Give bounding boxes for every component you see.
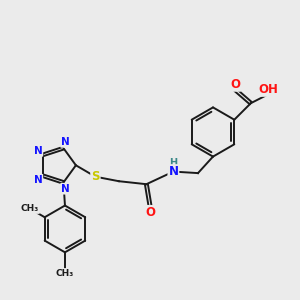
Text: N: N xyxy=(168,165,178,178)
Text: N: N xyxy=(34,146,42,156)
Text: CH₃: CH₃ xyxy=(21,204,39,213)
Text: S: S xyxy=(91,170,100,183)
Text: O: O xyxy=(145,206,155,219)
Text: H: H xyxy=(169,158,177,168)
Text: CH₃: CH₃ xyxy=(56,269,74,278)
Text: OH: OH xyxy=(259,83,279,96)
Text: O: O xyxy=(230,78,240,91)
Text: N: N xyxy=(61,137,70,147)
Text: N: N xyxy=(34,175,42,185)
Text: N: N xyxy=(61,184,70,194)
